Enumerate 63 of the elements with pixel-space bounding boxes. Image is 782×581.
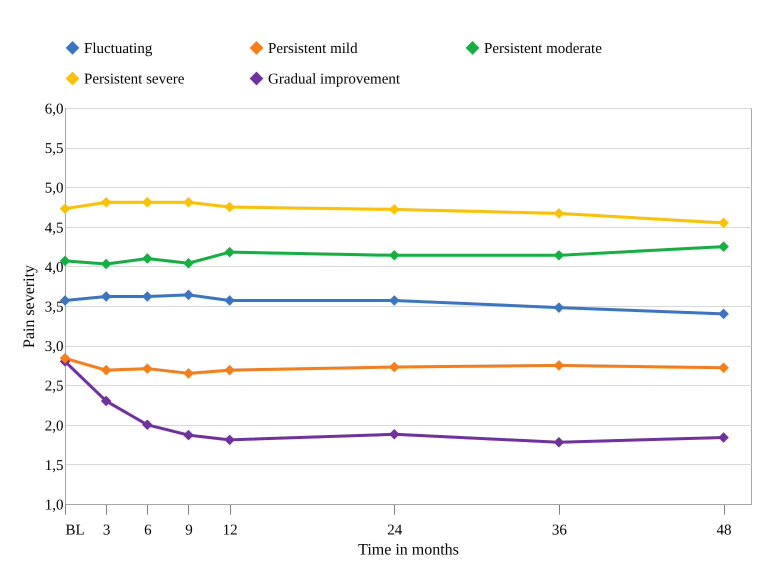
point <box>718 241 729 252</box>
point <box>224 434 235 446</box>
point <box>142 420 153 430</box>
y-tick-label: 1,5 <box>44 458 64 474</box>
y-tick-label: 1,0 <box>44 498 64 514</box>
point <box>100 364 112 376</box>
point <box>183 368 194 379</box>
x-axis-title: Time in months <box>358 542 459 558</box>
legend-label: Gradual improvement <box>268 72 401 88</box>
point <box>142 197 153 208</box>
point <box>389 250 400 261</box>
point <box>224 295 235 306</box>
y-tick-label: 6,0 <box>44 102 64 118</box>
x-tick-label: 9 <box>185 522 193 538</box>
point <box>100 291 112 302</box>
y-tick-label: 5,5 <box>44 141 64 158</box>
point <box>142 253 153 264</box>
point <box>224 364 235 376</box>
x-tick-label: 24 <box>387 522 403 538</box>
y-tick-label: 5,0 <box>44 180 64 197</box>
point <box>554 360 564 371</box>
x-tick-label: 12 <box>222 522 238 538</box>
point <box>718 362 729 374</box>
legend-label: Persistent moderate <box>484 40 602 57</box>
y-tick-label: 4,0 <box>44 260 64 276</box>
point <box>389 362 400 372</box>
point <box>718 308 729 320</box>
point <box>142 291 153 302</box>
point <box>718 432 729 443</box>
point <box>183 197 194 208</box>
point <box>554 250 564 261</box>
point <box>60 353 70 364</box>
legend-label: Persistent severe <box>84 72 185 88</box>
x-tick-label: 3 <box>102 522 110 538</box>
point <box>60 203 70 214</box>
point <box>554 302 564 313</box>
point <box>554 436 564 448</box>
y-tick-label: 2,5 <box>44 378 64 395</box>
point <box>389 204 400 215</box>
point <box>718 218 729 228</box>
legend-label: Fluctuating <box>84 40 153 57</box>
point <box>183 430 194 440</box>
point <box>183 290 194 300</box>
point <box>183 258 194 268</box>
point <box>224 202 235 212</box>
y-axis-title: Pain severity <box>20 264 38 348</box>
point <box>100 258 112 270</box>
point <box>142 363 153 374</box>
point <box>389 295 400 306</box>
x-tick-label: 6 <box>144 522 152 538</box>
point <box>100 197 112 208</box>
x-tick-label: 36 <box>552 522 568 538</box>
y-tick-label: 2,0 <box>44 418 64 434</box>
y-tick-label: 4,5 <box>44 220 64 236</box>
point <box>224 246 235 258</box>
y-tick-label: 3,5 <box>44 300 64 316</box>
x-tick-label: BL <box>66 522 85 538</box>
y-tick-label: 3,0 <box>44 339 64 356</box>
point <box>389 429 400 440</box>
x-tick-label: 48 <box>716 522 732 538</box>
point <box>554 208 564 219</box>
legend-label: Persistent mild <box>268 40 358 57</box>
point <box>100 396 112 406</box>
